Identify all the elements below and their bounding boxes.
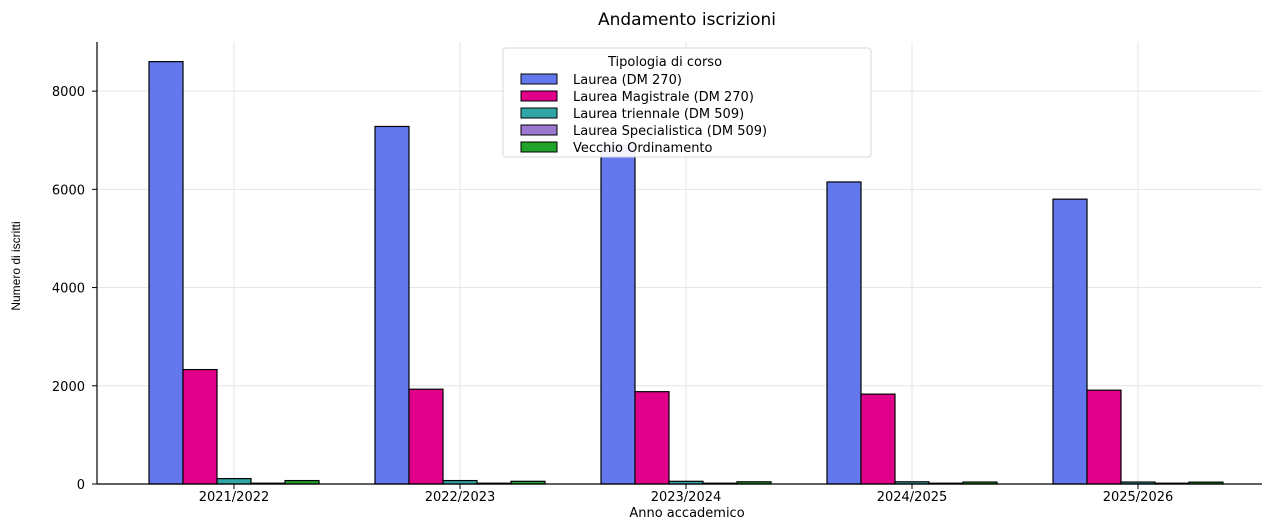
bars <box>148 61 1224 485</box>
y-axis-label: Numero di iscritti <box>9 221 23 310</box>
y-tick-label: 2000 <box>52 380 85 395</box>
x-tick-label: 2024/2025 <box>877 490 948 505</box>
y-tick-label: 4000 <box>52 282 85 297</box>
bar-1-1 <box>148 61 184 485</box>
bar-2-3 <box>634 391 670 485</box>
legend-swatch <box>520 73 558 85</box>
x-tick-label: 2021/2022 <box>199 490 270 505</box>
y-tick-label: 8000 <box>52 85 85 100</box>
legend-swatch <box>520 141 558 153</box>
axes: 0 2000 4000 6000 8000 2021/2022 2022/2023 2023/… <box>52 42 1262 505</box>
legend-swatch <box>520 90 558 102</box>
bar-2-1 <box>182 368 218 485</box>
legend-title: Tipologia di corso <box>607 55 722 70</box>
bar-1-2 <box>374 125 410 485</box>
legend-entry-label: Laurea Specialistica (DM 509) <box>573 124 767 139</box>
bar-1-4 <box>826 181 862 485</box>
bar-2-2 <box>408 388 444 485</box>
x-tick-label: 2022/2023 <box>425 490 496 505</box>
legend-entry-label: Laurea (DM 270) <box>573 73 682 88</box>
y-tick-label: 6000 <box>52 183 85 198</box>
legend-entry-label: Laurea Magistrale (DM 270) <box>573 90 754 105</box>
bar-3-1 <box>216 477 252 485</box>
legend: Tipologia di corso Laurea (DM 270) Laurea … <box>502 47 872 158</box>
legend-swatch <box>520 107 558 119</box>
legend-swatch <box>520 124 558 136</box>
legend-entry-label: Laurea triennale (DM 509) <box>573 107 744 122</box>
x-tick-label: 2025/2026 <box>1103 490 1174 505</box>
bar-1-3 <box>600 144 636 485</box>
legend-entry-label: Vecchio Ordinamento <box>573 141 713 156</box>
bar-2-4 <box>860 393 896 485</box>
legend-frame <box>502 47 872 158</box>
bar-1-5 <box>1052 198 1088 485</box>
y-tick-label: 0 <box>77 478 85 493</box>
x-tick-label: 2023/2024 <box>651 490 722 505</box>
x-axis-label: Anno accademico <box>629 506 744 520</box>
chart-title: Andamento iscrizioni <box>598 10 776 30</box>
bar-2-5 <box>1086 389 1122 485</box>
